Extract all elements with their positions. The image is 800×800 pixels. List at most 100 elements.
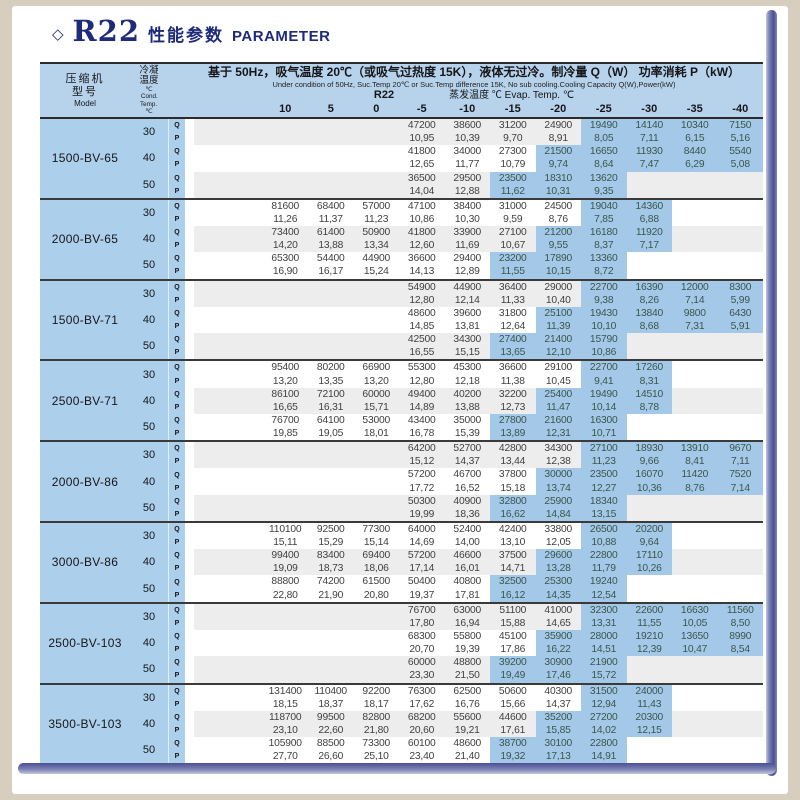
value-cell: 18,01 (363, 428, 389, 440)
row-lead-space (194, 737, 263, 750)
value-cell: 25900 (535, 494, 581, 508)
value-cell (263, 320, 309, 333)
value-cell: 61500 (362, 576, 391, 588)
model-name: 2000-BV-65 (40, 199, 130, 279)
row-lead-space (194, 604, 263, 617)
value-cell: 60000 (407, 657, 436, 669)
value-cell (718, 346, 764, 359)
value-cell: 11,55 (490, 265, 536, 279)
value-cell: 42800 (498, 443, 527, 455)
data-grid: 110100 92500 77300 64000 52400 42400 33800 2650… (185, 522, 763, 602)
value-cell (672, 724, 718, 737)
value-cell: 9,70 (503, 133, 523, 145)
value-cell (718, 185, 764, 198)
value-cell: 11,62 (490, 184, 536, 198)
row-lead-space (194, 145, 263, 158)
q-label: Q (174, 255, 180, 263)
value-cell: 63000 (453, 604, 482, 616)
value-cell (627, 185, 673, 198)
value-cell: 15,18 (500, 482, 526, 494)
value-cell: 36600 (407, 253, 436, 265)
cooling-capacity-row: 88800 74200 61500 50400 40800 32500 25300 19240 (194, 575, 763, 589)
value-cell: 45100 (498, 631, 527, 643)
row-lead-space (194, 630, 263, 643)
cond-temp-label: 40 (142, 152, 156, 165)
row-lead-space (194, 281, 263, 294)
value-cell: 13,20 (363, 375, 389, 387)
row-lead-space (194, 307, 263, 320)
value-cell: 10,26 (626, 562, 672, 576)
value-cell: 44900 (453, 281, 482, 293)
value-cell (718, 698, 764, 711)
refrigerant-label: R22 (373, 89, 395, 101)
value-cell: 33800 (544, 523, 573, 535)
value-cell: 15790 (581, 333, 627, 347)
value-cell (718, 239, 764, 252)
value-cell: 8,76 (548, 213, 568, 225)
q-label: Q (174, 526, 180, 534)
value-cell (263, 442, 309, 455)
value-cell: 17110 (626, 549, 672, 563)
model-block-1500-BV-65: 1500-BV-65 30 40 50 Q P Q P Q P 47200 38600 31200 249… (40, 119, 763, 200)
value-cell: 21500 (535, 145, 581, 159)
value-cell (627, 669, 673, 682)
value-cell: 21,80 (363, 724, 389, 736)
value-cell (263, 643, 309, 656)
value-cell: 50900 (362, 227, 391, 239)
value-cell: 19,37 (409, 589, 435, 601)
value-cell (308, 307, 354, 320)
value-cell: 19,21 (454, 724, 480, 736)
value-cell: 14,84 (535, 507, 581, 521)
value-cell: 12,80 (409, 375, 435, 387)
model-block-3500-BV-103: 3500-BV-103 30 40 50 Q P Q P Q P 131400 110400 92200… (40, 684, 764, 767)
q-label: Q (174, 336, 180, 344)
power-row: 12,65 11,77 10,79 9,74 8,64 7,47 6,29 5,08 (194, 158, 763, 172)
value-cell: 11,47 (535, 400, 581, 414)
value-cell: 9670 (717, 442, 763, 456)
value-cell: 76300 (407, 685, 436, 697)
row-lead-space (194, 346, 263, 359)
value-cell: 19,85 (272, 428, 298, 440)
value-cell (308, 145, 354, 158)
value-cell: 62500 (453, 685, 482, 697)
p-label: P (174, 215, 180, 223)
q-label: Q (174, 552, 180, 560)
cond-temp-label: 50 (142, 340, 156, 353)
cooling-capacity-row: 57200 46700 37800 30000 23500 16070 11420 7520 (194, 468, 763, 482)
value-cell: 48600 (453, 738, 482, 750)
value-cell (354, 482, 400, 495)
value-cell (672, 185, 718, 198)
value-cell (354, 333, 400, 346)
value-cell: 18,73 (318, 563, 344, 575)
value-cell: 39200 (490, 656, 536, 670)
p-label: P (174, 727, 180, 735)
value-cell: 12,88 (454, 185, 480, 197)
value-cell: 16,22 (535, 643, 581, 657)
value-cell (718, 200, 764, 213)
value-cell: 34300 (453, 334, 482, 346)
value-cell (718, 361, 764, 374)
value-cell (672, 562, 718, 575)
value-cell: 15,71 (363, 401, 389, 413)
value-cell: 10,88 (581, 536, 627, 550)
power-row: 19,09 18,73 18,06 17,14 16,01 14,71 13,28 11,79… (194, 562, 763, 576)
condition-text-en: Under condition of 50Hz, Suc.Temp 20℃ or… (272, 80, 676, 89)
value-cell (627, 575, 673, 588)
value-cell: 99400 (271, 550, 300, 562)
value-cell (672, 698, 718, 711)
model-block-1500-BV-71: 1500-BV-71 30 40 50 Q P Q P Q P 54900 44900 36400 290… (40, 280, 764, 362)
value-cell: 39600 (453, 307, 482, 319)
value-cell: 29400 (453, 253, 482, 265)
value-cell: 13,65 (490, 346, 536, 360)
parameter-table: 压缩机 型号 Model 冷凝 温度 ℃ Cond. Temp. ℃ 基于 50… (40, 62, 764, 767)
value-cell (354, 158, 400, 171)
value-cell: 27300 (498, 146, 527, 158)
row-lead-space (194, 414, 263, 427)
q-label: Q (174, 364, 180, 372)
value-cell: 86100 (271, 388, 300, 400)
value-cell: 6430 (717, 306, 763, 320)
value-cell: 15,11 (273, 537, 298, 549)
